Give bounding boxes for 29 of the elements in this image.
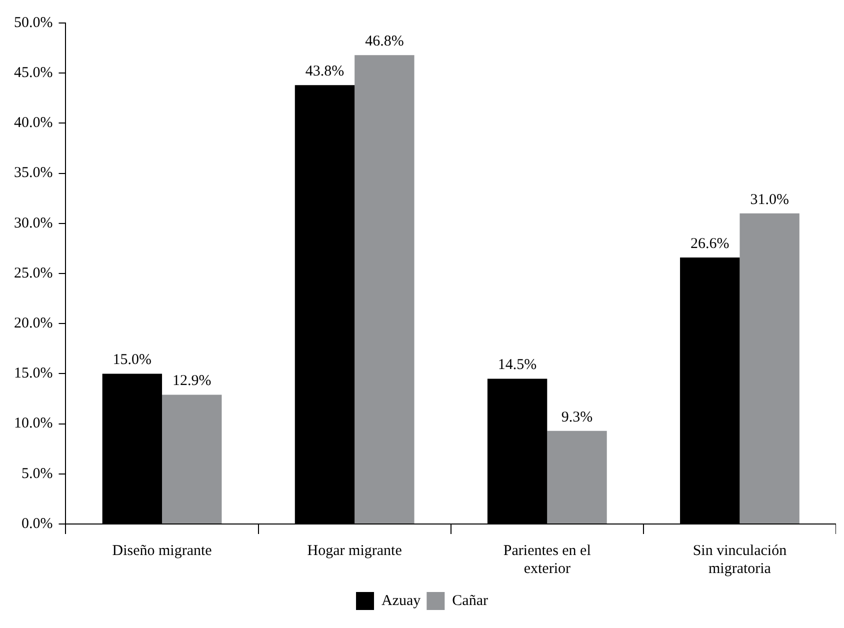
- bar: [354, 55, 414, 524]
- y-tick-label: 0.0%: [21, 516, 53, 532]
- x-tick-label: Sin vinculación migratoria: [692, 542, 788, 577]
- x-tick-label: Hogar migrante: [307, 542, 402, 559]
- y-tick-label: 50.0%: [14, 14, 53, 31]
- y-tick-label: 45.0%: [14, 65, 53, 82]
- data-label: 9.3%: [561, 409, 593, 426]
- legend-label: Cañar: [452, 592, 488, 609]
- y-tick-label: 5.0%: [21, 466, 53, 482]
- y-tick-label: 40.0%: [14, 115, 53, 132]
- data-label: 31.0%: [750, 192, 789, 208]
- y-tick-label: 30.0%: [14, 215, 53, 232]
- y-tick-label: 35.0%: [14, 165, 53, 182]
- y-tick-label: 25.0%: [14, 265, 53, 282]
- data-label: 15.0%: [112, 352, 152, 368]
- bar: [162, 394, 222, 524]
- data-label: 14.5%: [498, 357, 537, 374]
- y-tick-label: 20.0%: [14, 316, 53, 332]
- data-label: 12.9%: [172, 373, 212, 390]
- legend-label: Azuay: [382, 592, 422, 609]
- x-tick-label: Diseño migrante: [112, 542, 212, 559]
- y-tick-label: 15.0%: [14, 366, 53, 382]
- y-tick-label: 10.0%: [14, 416, 53, 432]
- bar: [740, 213, 800, 524]
- data-label: 43.8%: [305, 64, 344, 80]
- data-label: 46.8%: [365, 34, 404, 50]
- data-label: 26.6%: [690, 236, 730, 252]
- bar: [547, 430, 607, 524]
- x-tick-label: Parientes en el exterior: [503, 542, 591, 577]
